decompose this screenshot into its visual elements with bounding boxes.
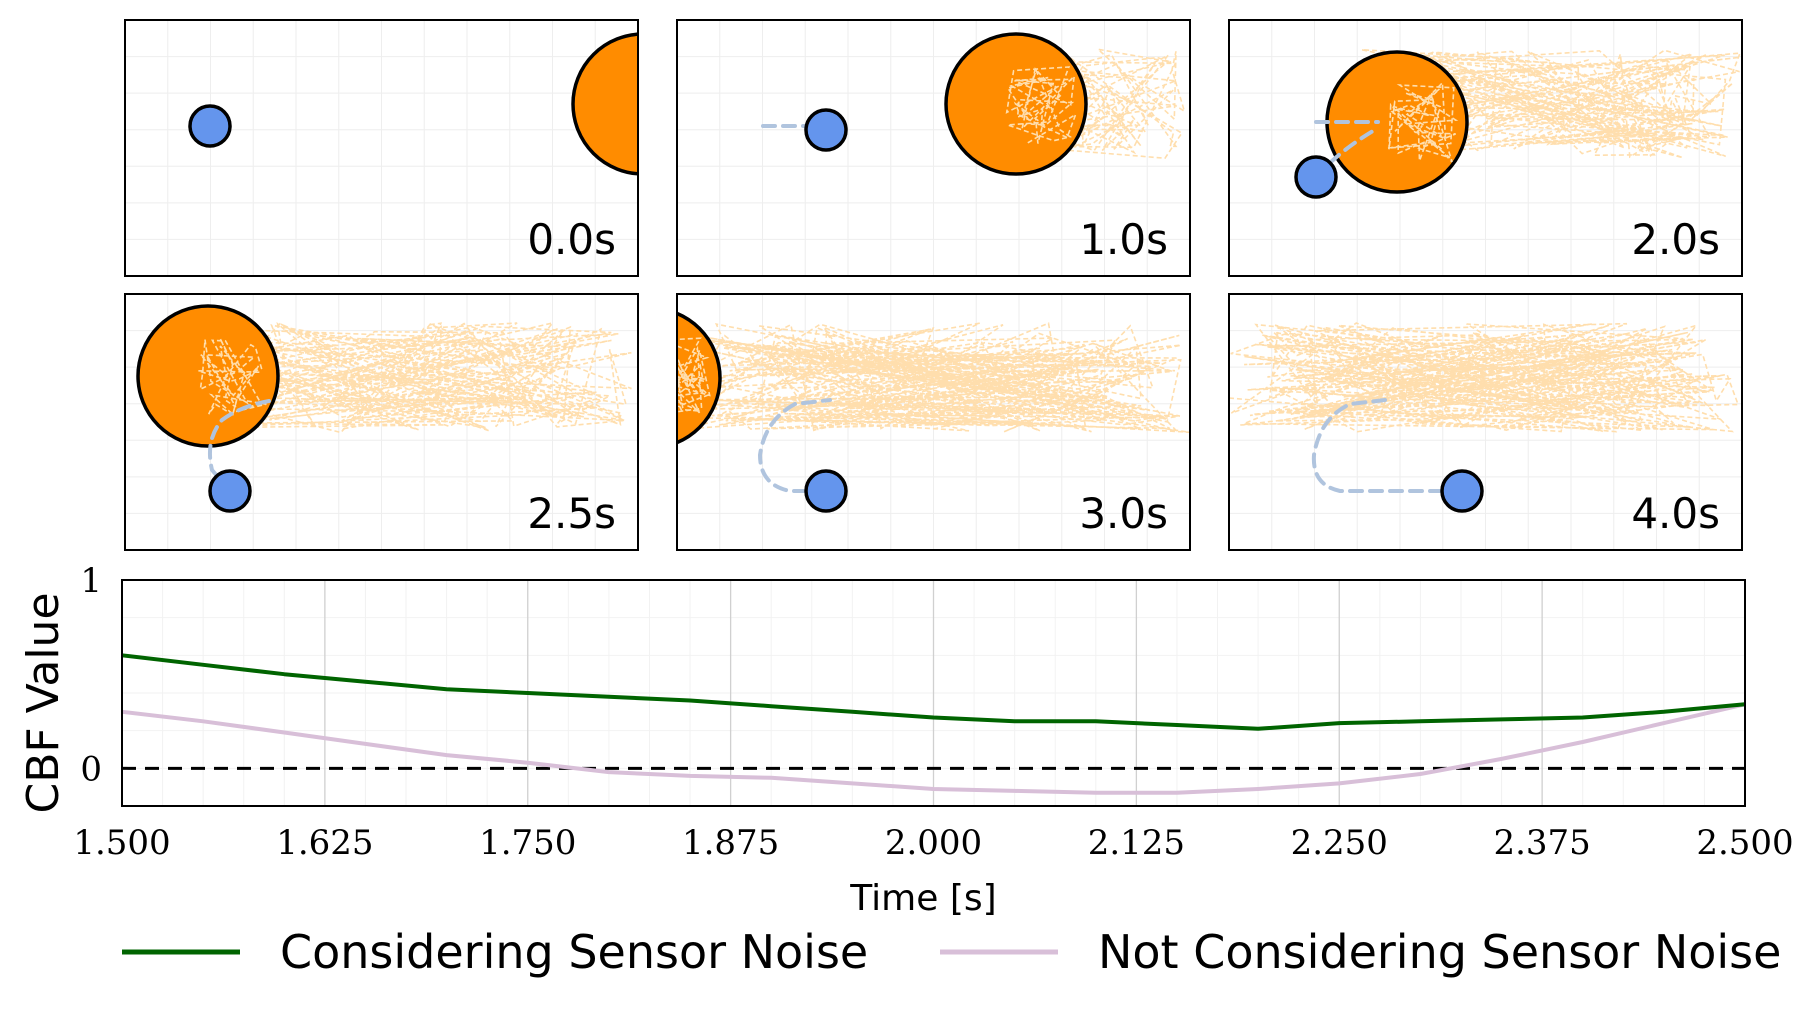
x-tick-label: 1.500: [73, 823, 170, 863]
legend-item: Not Considering Sensor Noise: [940, 925, 1781, 979]
panel-content: [677, 20, 1190, 276]
snapshot-time-label: 4.0s: [1631, 489, 1720, 538]
x-tick-label: 2.000: [885, 823, 982, 863]
obstacle-noise-overlay: [1387, 80, 1459, 163]
legend-label: Not Considering Sensor Noise: [1098, 925, 1781, 979]
series-line-considering-noise: [121, 653, 1746, 731]
x-tick-label: 2.125: [1088, 823, 1185, 863]
obstacle-noise-trail: [1008, 48, 1186, 160]
chart-frame: [121, 579, 1746, 807]
y-tick-label: 0: [80, 749, 102, 789]
panel-frame: [1228, 293, 1743, 551]
y-tick-label: 1: [80, 561, 102, 601]
panel-content: [125, 20, 638, 276]
robot: [1440, 469, 1484, 513]
legend: Considering Sensor Noise Not Considering …: [122, 925, 1781, 979]
panel-frame: [1228, 19, 1743, 277]
x-tick-label: 1.625: [276, 823, 373, 863]
panel-frame: [676, 293, 1191, 551]
panel-content: [677, 294, 1190, 550]
panel-frame: [676, 19, 1191, 277]
snapshot-panel: 1.0s: [676, 19, 1191, 277]
snapshot-time-label: 3.0s: [1079, 489, 1168, 538]
robot: [1294, 155, 1338, 199]
snapshot-time-label: 1.0s: [1079, 215, 1168, 264]
panel-content: [1229, 294, 1742, 550]
obstacle: [136, 304, 280, 448]
x-tick-label: 2.500: [1696, 823, 1793, 863]
obstacle: [571, 32, 638, 176]
legend-label: Considering Sensor Noise: [280, 925, 868, 979]
obstacle-noise-trail: [1229, 322, 1740, 433]
snapshot-time-label: 0.0s: [527, 215, 616, 264]
x-tick-label: 2.250: [1291, 823, 1388, 863]
y-axis-label: CBF Value: [18, 592, 69, 813]
snapshot-time-label: 2.0s: [1631, 215, 1720, 264]
robot: [208, 469, 252, 513]
x-tick-label: 1.750: [479, 823, 576, 863]
panel-content: [125, 294, 638, 550]
snapshot-panel: 3.0s: [676, 293, 1191, 551]
obstacle-noise-trail: [677, 322, 1190, 434]
robot: [804, 108, 848, 152]
x-tick-label: 2.375: [1493, 823, 1590, 863]
snapshot-time-label: 2.5s: [527, 489, 616, 538]
panel-frame: [124, 293, 639, 551]
snapshot-panel: 2.5s: [124, 293, 639, 551]
obstacle-noise-overlay: [1005, 66, 1078, 144]
obstacle-noise-overlay: [197, 338, 267, 416]
panel-frame: [124, 19, 639, 277]
legend-item: Considering Sensor Noise: [122, 925, 868, 979]
robot-trail: [757, 398, 832, 493]
x-tick-label: 1.875: [682, 823, 779, 863]
x-axis-label: Time [s]: [849, 878, 996, 919]
robot: [188, 104, 232, 148]
robot: [804, 469, 848, 513]
snapshot-panel: 2.0s: [1228, 19, 1743, 277]
robot-trail: [1311, 398, 1464, 493]
snapshot-panels: 0.0s 1.0s 2.0s 2.5s 3.0s 4.0s: [124, 19, 1743, 551]
panel-content: [1229, 20, 1742, 276]
robot-trail: [208, 398, 277, 493]
series-line-not-considering-noise: [121, 702, 1746, 795]
snapshot-panel: 0.0s: [124, 19, 639, 277]
cbf-chart: 1.500 1.625 1.750 1.875 2.000 2.125 2.250 2.375…: [18, 561, 1794, 919]
obstacle-noise-overlay: [677, 337, 711, 414]
obstacle-noise-trail: [189, 321, 632, 434]
snapshot-panel: 4.0s: [1228, 293, 1743, 551]
